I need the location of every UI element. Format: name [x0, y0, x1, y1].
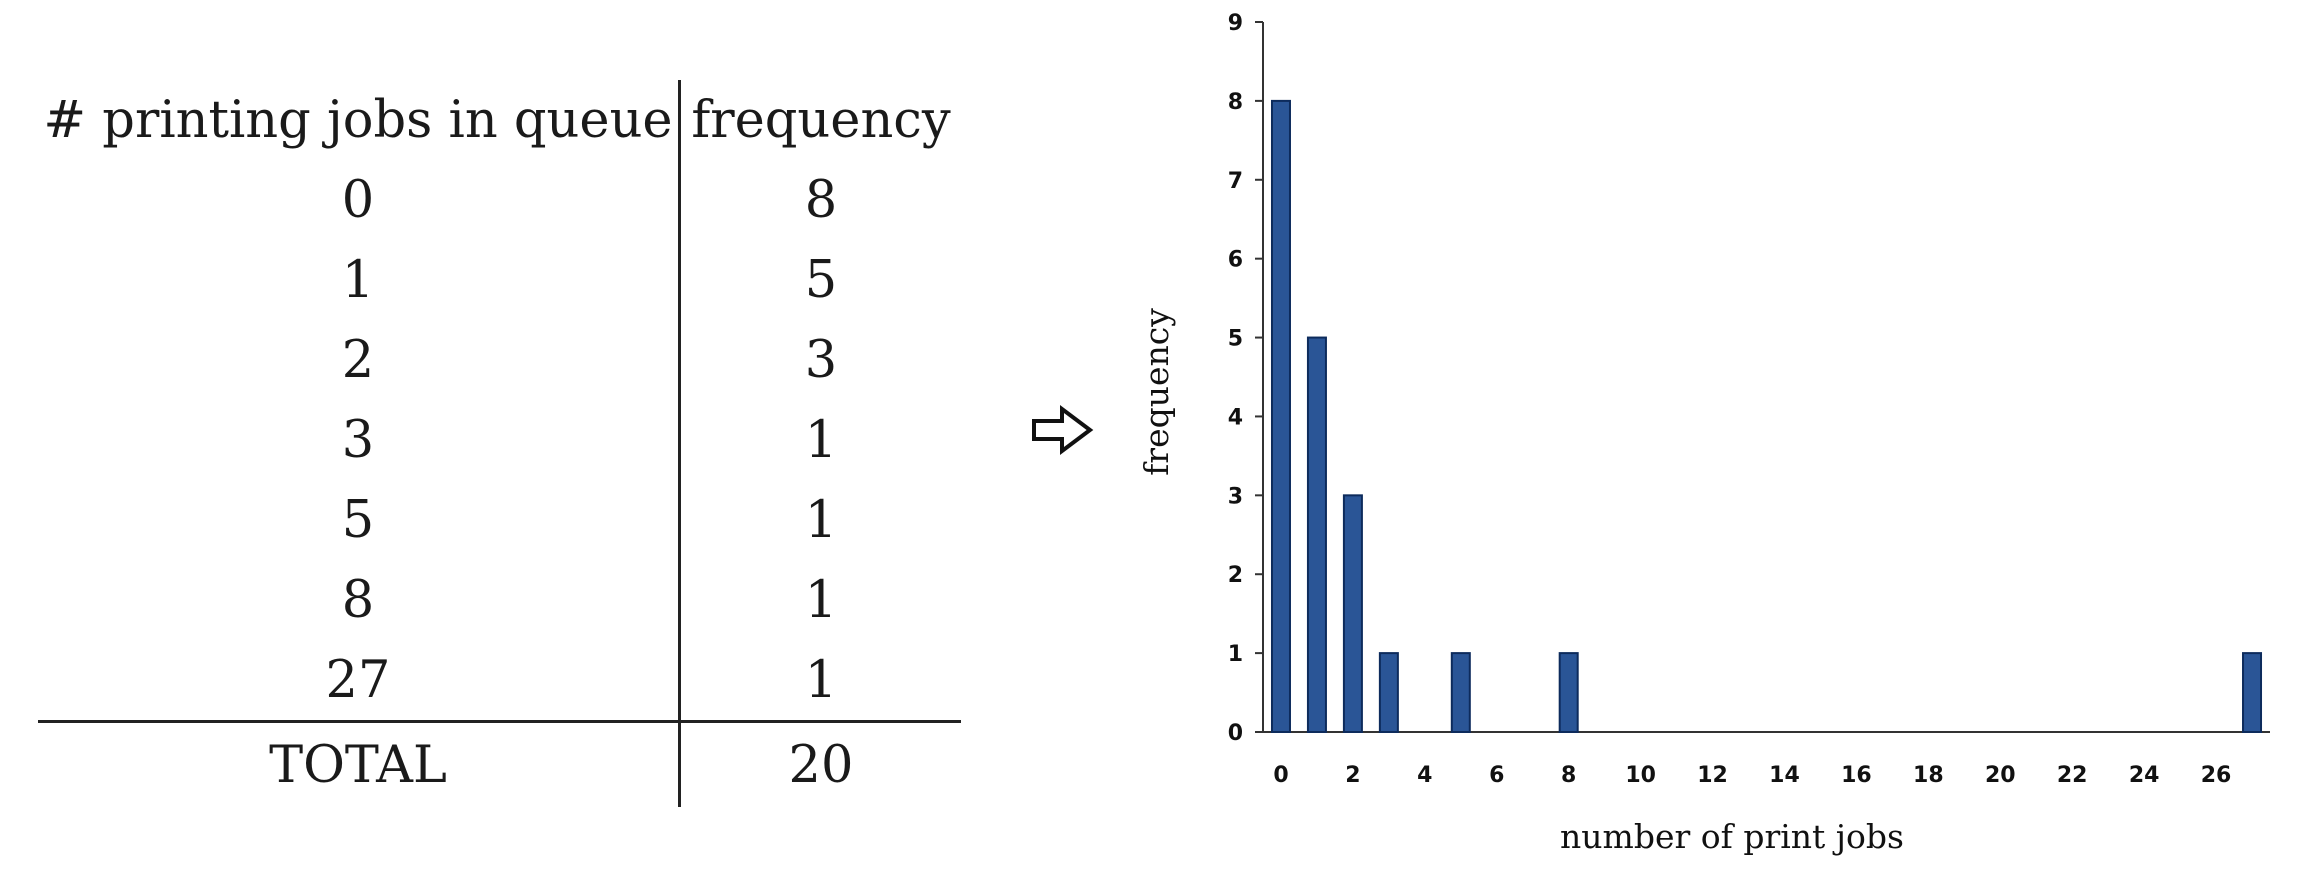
- total-value: 20: [679, 720, 961, 807]
- bar: [2242, 652, 2263, 733]
- frequency-cell: 1: [804, 570, 838, 630]
- bars: [1270, 99, 2263, 734]
- jobs-cell: 27: [38, 640, 681, 722]
- table-row: 3 1: [38, 400, 961, 480]
- bar: [1450, 652, 1471, 733]
- table-row: 1 5: [38, 240, 961, 320]
- table-row: 0 8: [38, 160, 961, 240]
- frequency-cell: 5: [804, 250, 838, 310]
- frequency-cell: 3: [804, 330, 838, 390]
- x-tick-label: 26: [2201, 763, 2232, 788]
- x-tick-label: 6: [1489, 763, 1504, 788]
- y-tick-label: 5: [1228, 327, 1243, 352]
- frequency-cell: 8: [804, 170, 838, 230]
- y-tick-label: 1: [1228, 642, 1243, 667]
- y-tick-label: 2: [1228, 563, 1243, 588]
- total-label: TOTAL: [38, 720, 681, 807]
- table-row: 5 1: [38, 480, 961, 560]
- table-row: 27 1: [38, 640, 961, 722]
- y-axis-label: frequency: [1137, 308, 1176, 476]
- header-frequency: frequency: [691, 90, 951, 150]
- x-tick-label: 24: [2129, 763, 2160, 788]
- x-tick-label: 4: [1417, 763, 1432, 788]
- y-tick-label: 6: [1228, 248, 1243, 273]
- total-row: TOTAL 20: [38, 720, 961, 807]
- x-tick-label: 22: [2057, 763, 2088, 788]
- jobs-cell: 1: [38, 240, 681, 320]
- x-tick-label: 16: [1841, 763, 1872, 788]
- y-tick-label: 4: [1228, 405, 1243, 430]
- jobs-cell: 2: [38, 320, 681, 400]
- jobs-cell: 5: [38, 480, 681, 560]
- frequency-cell: 1: [804, 410, 838, 470]
- x-tick-label: 8: [1561, 763, 1576, 788]
- bar: [1342, 494, 1363, 734]
- bar: [1306, 336, 1327, 733]
- y-tick-label: 0: [1228, 721, 1243, 746]
- x-tick-label: 2: [1345, 763, 1360, 788]
- frequency-cell: 1: [804, 650, 838, 710]
- x-ticks: 0 2 4 6 8 10 12 14 16 18 20 22 24 26: [1273, 763, 2231, 788]
- y-tick-label: 9: [1228, 11, 1243, 36]
- jobs-cell: 0: [38, 160, 681, 240]
- right-arrow-icon: [1032, 405, 1094, 455]
- jobs-cell: 8: [38, 560, 681, 640]
- table-row: 2 3: [38, 320, 961, 400]
- frequency-cell: 1: [804, 490, 838, 550]
- x-tick-label: 14: [1769, 763, 1800, 788]
- x-tick-label: 10: [1625, 763, 1656, 788]
- y-ticks: 0 1 2 3 4 5 6 7 8 9: [1228, 11, 1263, 746]
- x-tick-label: 18: [1913, 763, 1944, 788]
- frequency-table: # printing jobs in queue frequency 0 8 1…: [38, 80, 961, 807]
- x-tick-label: 20: [1985, 763, 2016, 788]
- bar: [1270, 99, 1291, 733]
- bar: [1558, 652, 1579, 733]
- header-jobs: # printing jobs in queue: [38, 80, 681, 160]
- x-tick-label: 12: [1697, 763, 1728, 788]
- x-tick-label: 0: [1273, 763, 1288, 788]
- y-tick-label: 8: [1228, 90, 1243, 115]
- table-row: 8 1: [38, 560, 961, 640]
- jobs-cell: 3: [38, 400, 681, 480]
- y-tick-label: 7: [1228, 169, 1243, 194]
- x-axis-label: number of print jobs: [1560, 817, 1904, 856]
- y-tick-label: 3: [1228, 484, 1243, 509]
- bar: [1378, 652, 1399, 733]
